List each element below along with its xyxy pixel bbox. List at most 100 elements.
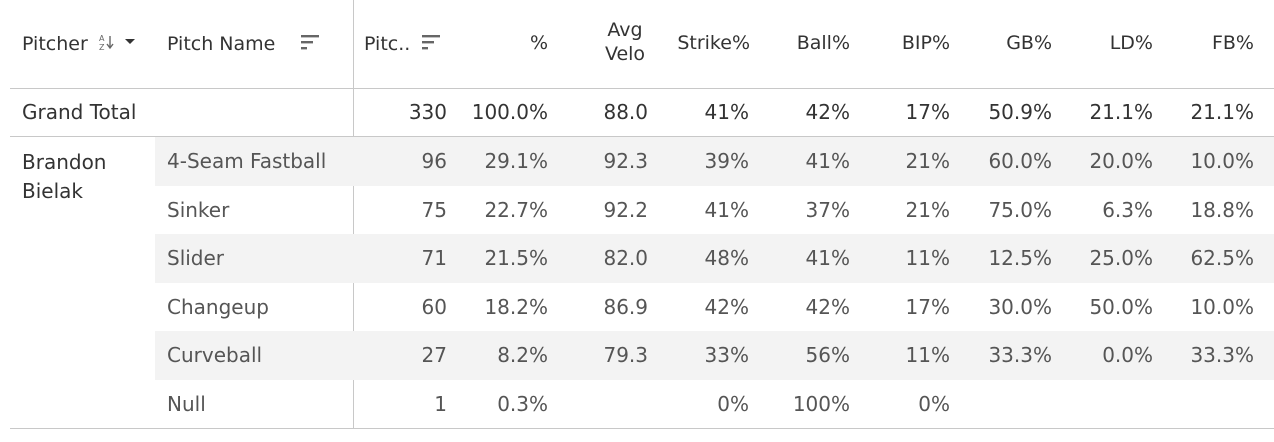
cell-gb: 12.5%: [988, 246, 1052, 271]
cell-ball: 41%: [805, 246, 850, 271]
cell-pct: 22.7%: [484, 197, 548, 222]
cell-avg-velo: 82.0: [603, 246, 648, 271]
table-row[interactable]: Changeup 60 18.2% 86.9 42% 42% 17% 30.0% 50.0% 10…: [155, 283, 1274, 332]
grand-total-ball: 42%: [805, 100, 850, 124]
cell-fb: 62.5%: [1190, 246, 1254, 271]
column-header-pitch-name-label: Pitch Name: [167, 33, 276, 55]
header-divider: [10, 88, 1274, 89]
cell-avg-velo: 92.3: [603, 149, 648, 173]
column-header-pitch-name[interactable]: Pitch Name: [167, 32, 321, 57]
grand-total-label: Grand Total: [22, 100, 137, 124]
table-row[interactable]: Curveball 27 8.2% 79.3 33% 56% 11% 33.3% 0.0% 33.…: [155, 331, 1274, 380]
cell-strike: 39%: [704, 149, 749, 173]
column-header-pitcher[interactable]: Pitcher A Z: [22, 32, 136, 57]
cell-strike: 41%: [704, 197, 749, 222]
column-header-avg-velo-line1: Avg: [607, 19, 643, 41]
column-header-ball[interactable]: Ball%: [796, 32, 850, 54]
pitcher-name-line2: Bielak: [22, 179, 83, 203]
grand-total-divider: [10, 136, 1274, 137]
table-row[interactable]: Slider 71 21.5% 82.0 48% 41% 11% 12.5% 25.0% 62.5…: [155, 234, 1274, 283]
cell-pitches: 96: [421, 149, 447, 173]
table-row[interactable]: Sinker 75 22.7% 92.2 41% 37% 21% 75.0% 6.3% 18.8%: [155, 186, 1274, 235]
grand-total-fb: 21.1%: [1190, 100, 1254, 124]
cell-ball: 56%: [805, 343, 850, 368]
cell-fb: 33.3%: [1190, 343, 1254, 368]
cell-strike: 42%: [704, 294, 749, 319]
cell-pct: 8.2%: [497, 343, 548, 368]
cell-avg-velo: 92.2: [603, 197, 648, 222]
grand-total-gb: 50.9%: [988, 100, 1052, 124]
cell-ld: 20.0%: [1089, 149, 1153, 173]
cell-gb: 60.0%: [988, 149, 1052, 173]
pitch-name-cell: Slider: [167, 246, 225, 271]
grand-total-bip: 17%: [905, 100, 950, 124]
cell-ball: 37%: [805, 197, 850, 222]
cell-bip: 21%: [905, 149, 950, 173]
cell-ball: 41%: [805, 149, 850, 173]
cell-pct: 0.3%: [497, 392, 548, 416]
cell-ball: 100%: [792, 392, 850, 416]
cell-fb: 10.0%: [1190, 149, 1254, 173]
sort-descending-icon[interactable]: [299, 32, 321, 57]
cell-pitches: 71: [421, 246, 447, 271]
column-header-ld[interactable]: LD%: [1109, 32, 1153, 54]
sort-alphabetical-icon[interactable]: A Z: [98, 32, 116, 57]
pitch-name-cell: 4-Seam Fastball: [167, 149, 327, 173]
dropdown-caret-icon[interactable]: [124, 32, 136, 57]
cell-strike: 33%: [704, 343, 749, 368]
svg-text:A: A: [99, 34, 105, 43]
pitcher-name-line1: Brandon: [22, 150, 107, 174]
table-row[interactable]: Null 1 0.3% 0% 100% 0%: [155, 380, 1274, 429]
column-header-percent[interactable]: %: [529, 32, 548, 54]
cell-ld: 0.0%: [1102, 343, 1153, 368]
cell-avg-velo: 86.9: [603, 294, 648, 319]
column-header-bip[interactable]: BIP%: [901, 32, 950, 54]
pitch-name-cell: Sinker: [167, 197, 230, 222]
sort-descending-icon[interactable]: [420, 32, 442, 57]
cell-pitches: 27: [421, 343, 447, 368]
column-header-avg-velo-line2: Velo: [604, 43, 646, 65]
cell-bip: 11%: [905, 246, 950, 271]
grand-total-percent: 100.0%: [471, 100, 548, 124]
cell-gb: 75.0%: [988, 197, 1052, 222]
cell-ld: 25.0%: [1089, 246, 1153, 271]
header-column-divider: [353, 0, 354, 428]
cell-ball: 42%: [805, 294, 850, 319]
cell-bip: 21%: [905, 197, 950, 222]
grand-total-ld: 21.1%: [1089, 100, 1153, 124]
pitcher-name[interactable]: Brandon Bielak: [22, 148, 106, 206]
cell-fb: 18.8%: [1190, 197, 1254, 222]
column-header-pitches-label: Pitc..: [364, 33, 411, 55]
grand-total-pitches: 330: [408, 100, 447, 124]
cell-pct: 29.1%: [484, 149, 548, 173]
cell-gb: 33.3%: [988, 343, 1052, 368]
cell-fb: 10.0%: [1190, 294, 1254, 319]
cell-strike: 0%: [717, 392, 749, 416]
cell-avg-velo: 79.3: [603, 343, 648, 368]
cell-bip: 0%: [918, 392, 950, 416]
pitch-name-cell: Changeup: [167, 294, 269, 319]
column-header-gb[interactable]: GB%: [1006, 32, 1052, 54]
cell-pitches: 1: [434, 392, 447, 416]
column-header-pitcher-label: Pitcher: [22, 33, 88, 55]
table-row[interactable]: 4-Seam Fastball 96 29.1% 92.3 39% 41% 21% 60.0%…: [155, 137, 1274, 186]
grand-total-avg-velo: 88.0: [603, 100, 648, 124]
cell-ld: 50.0%: [1089, 294, 1153, 319]
column-header-fb[interactable]: FB%: [1211, 32, 1254, 54]
cell-gb: 30.0%: [988, 294, 1052, 319]
grand-total-strike: 41%: [704, 100, 749, 124]
pitch-name-cell: Null: [167, 392, 206, 416]
cell-pct: 21.5%: [484, 246, 548, 271]
cell-pitches: 60: [421, 294, 447, 319]
cell-bip: 17%: [905, 294, 950, 319]
pitch-name-cell: Curveball: [167, 343, 263, 368]
table-bottom-border: [10, 428, 1274, 429]
column-header-strike[interactable]: Strike%: [677, 32, 750, 54]
cell-ld: 6.3%: [1102, 197, 1153, 222]
column-header-avg-velo[interactable]: Avg Velo: [600, 18, 650, 66]
cell-pitches: 75: [421, 197, 447, 222]
grand-total-row: Grand Total 330 100.0% 88.0 41% 42% 17% …: [0, 89, 1274, 136]
cell-bip: 11%: [905, 343, 950, 368]
cell-strike: 48%: [704, 246, 749, 271]
column-header-pitches[interactable]: Pitc..: [364, 32, 442, 57]
